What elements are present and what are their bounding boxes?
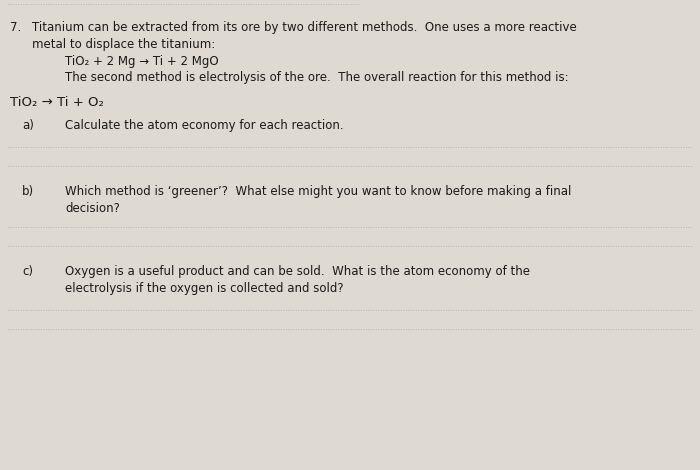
Text: b): b): [22, 185, 34, 198]
Text: Titanium can be extracted from its ore by two different methods.  One uses a mor: Titanium can be extracted from its ore b…: [32, 21, 577, 34]
Text: TiO₂ → Ti + O₂: TiO₂ → Ti + O₂: [10, 96, 104, 109]
Text: Which method is ‘greener’?  What else might you want to know before making a fin: Which method is ‘greener’? What else mig…: [65, 185, 571, 198]
Text: The second method is electrolysis of the ore.  The overall reaction for this met: The second method is electrolysis of the…: [65, 71, 568, 84]
Text: c): c): [22, 265, 33, 278]
Text: Oxygen is a useful product and can be sold.  What is the atom economy of the: Oxygen is a useful product and can be so…: [65, 265, 530, 278]
Text: TiO₂ + 2 Mg → Ti + 2 MgO: TiO₂ + 2 Mg → Ti + 2 MgO: [65, 55, 218, 68]
Text: decision?: decision?: [65, 202, 120, 215]
Text: a): a): [22, 119, 34, 132]
Text: 7.: 7.: [10, 21, 21, 34]
Text: Calculate the atom economy for each reaction.: Calculate the atom economy for each reac…: [65, 119, 344, 132]
Text: electrolysis if the oxygen is collected and sold?: electrolysis if the oxygen is collected …: [65, 282, 344, 295]
Text: metal to displace the titanium:: metal to displace the titanium:: [32, 38, 216, 51]
